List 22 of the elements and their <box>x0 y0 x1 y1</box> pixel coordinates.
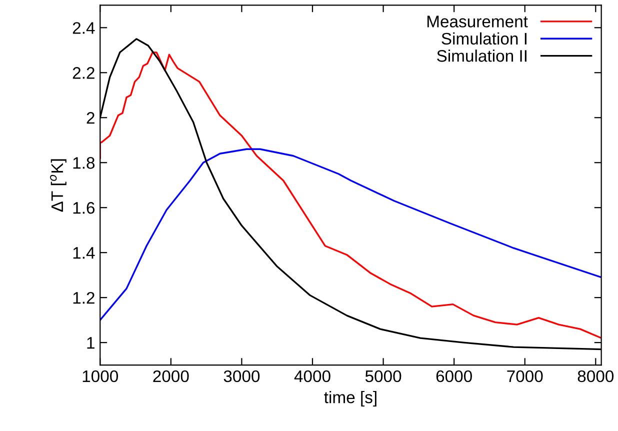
y-tick-label: 2.4 <box>72 22 95 34</box>
x-tick-label: 6000 <box>436 370 472 382</box>
x-tick-label: 8000 <box>578 370 614 382</box>
legend-label: Simulation I <box>442 32 526 45</box>
y-tick-label: 1.2 <box>73 292 94 304</box>
y-axis-title: ΔT [$^{o}$K] <box>50 159 66 212</box>
x-tick-label: 3000 <box>224 370 260 382</box>
y-tick-label: 1.4 <box>73 247 95 259</box>
x-tick-label: 5000 <box>365 370 402 382</box>
y-tick-label: 1.8 <box>73 157 95 169</box>
legend-label: Measurement <box>427 16 528 28</box>
y-tick-label: 2 <box>86 112 94 124</box>
legend-label: Simulation II <box>437 50 526 62</box>
x-tick-label: 1000 <box>82 370 118 382</box>
y-tick-label: 2.2 <box>72 67 94 79</box>
x-axis-title: time [s] <box>324 391 376 407</box>
x-tick-label: 2000 <box>153 370 189 382</box>
x-tick-label: 4000 <box>294 370 330 382</box>
line-series <box>100 148 602 321</box>
y-tick-label: 1 <box>87 337 94 349</box>
y-tick-label: 1.6 <box>73 202 95 214</box>
x-tick-label: 7000 <box>507 370 543 382</box>
